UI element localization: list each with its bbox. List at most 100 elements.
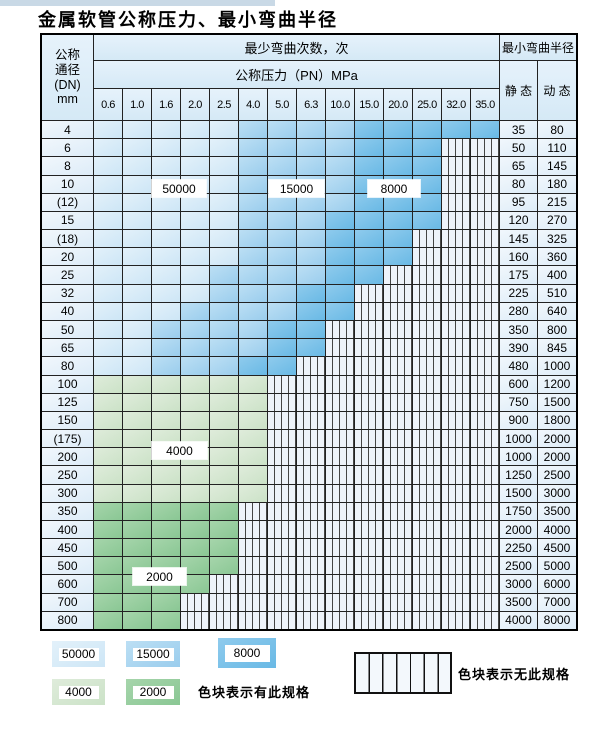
no-spec-cell: [268, 484, 297, 502]
no-spec-cell: [355, 357, 384, 375]
spec-cell: [94, 502, 123, 520]
no-spec-cell: [326, 557, 355, 575]
static-radius-cell: 175: [500, 266, 538, 284]
dn-cell: (175): [42, 430, 94, 448]
spec-cell: [123, 466, 152, 484]
no-spec-cell: [413, 284, 442, 302]
no-spec-cell: [239, 575, 268, 593]
dynamic-radius-cell: 1000: [538, 357, 576, 375]
static-radius-cell: 95: [500, 193, 538, 211]
no-spec-cell: [239, 520, 268, 539]
dynamic-radius-cell: 2000: [538, 448, 576, 466]
no-spec-cell: [326, 357, 355, 375]
spec-cell: [239, 375, 268, 393]
no-spec-cell: [297, 393, 326, 411]
spec-cell: [384, 230, 413, 248]
spec-cell: [297, 193, 326, 211]
static-radius-cell: 80: [500, 175, 538, 193]
no-spec-cell: [471, 175, 500, 193]
spec-cell: [94, 139, 123, 157]
spec-cell: [152, 520, 181, 539]
pressure-header-1.6: 1.6: [152, 89, 181, 120]
static-radius-cell: 2250: [500, 539, 538, 557]
no-spec-cell: [442, 593, 471, 611]
spec-cell: [152, 357, 181, 375]
no-spec-cell: [471, 339, 500, 357]
pressure-header-6.3: 6.3: [297, 89, 326, 120]
spec-cell: [442, 121, 471, 139]
table-row-dn-80: 80 480 1000: [42, 356, 576, 375]
no-spec-cell: [355, 430, 384, 448]
no-spec-cell: [355, 611, 384, 629]
no-spec-cell: [471, 430, 500, 448]
spec-cell: [355, 266, 384, 284]
dynamic-radius-cell: 215: [538, 193, 576, 211]
spec-cell: [210, 211, 239, 230]
no-spec-cell: [413, 502, 442, 520]
no-spec-cell: [471, 266, 500, 284]
spec-cell: [268, 284, 297, 302]
no-spec-cell: [384, 430, 413, 448]
no-spec-cell: [326, 430, 355, 448]
cycle-label-50000: 50000: [152, 180, 206, 197]
spec-cell: [326, 248, 355, 266]
pressure-header-20.0: 20.0: [384, 89, 413, 120]
no-spec-cell: [326, 411, 355, 430]
no-spec-cell: [326, 611, 355, 629]
no-spec-cell: [442, 411, 471, 430]
spec-cell: [123, 448, 152, 466]
no-spec-cell: [297, 375, 326, 393]
no-spec-cell: [413, 430, 442, 448]
no-spec-cell: [384, 284, 413, 302]
spec-cell: [152, 193, 181, 211]
spec-cell: [297, 230, 326, 248]
no-spec-cell: [413, 230, 442, 248]
no-spec-cell: [210, 575, 239, 593]
spec-cell: [94, 157, 123, 175]
spec-cell: [210, 230, 239, 248]
spec-cell: [210, 121, 239, 139]
dynamic-radius-cell: 2500: [538, 466, 576, 484]
legend-no-spec-text: 色块表示无此规格: [458, 667, 571, 682]
dynamic-radius-cell: 360: [538, 248, 576, 266]
no-spec-cell: [355, 320, 384, 339]
scan-edge-strip: [0, 0, 275, 6]
table-row-dn-200: 200 1000 2000: [42, 447, 576, 466]
spec-cell: [326, 266, 355, 284]
spec-cell: [268, 302, 297, 320]
dn-cell: 6: [42, 139, 94, 157]
spec-cell: [123, 320, 152, 339]
spec-cell: [326, 193, 355, 211]
spec-cell: [181, 502, 210, 520]
no-spec-cell: [355, 393, 384, 411]
spec-cell: [152, 266, 181, 284]
no-spec-cell: [471, 411, 500, 430]
spec-cell: [94, 466, 123, 484]
no-spec-cell: [471, 448, 500, 466]
spec-cell: [181, 284, 210, 302]
spec-cell: [239, 339, 268, 357]
spec-cell: [181, 139, 210, 157]
no-spec-cell: [268, 502, 297, 520]
no-spec-cell: [413, 320, 442, 339]
static-radius-cell: 160: [500, 248, 538, 266]
pressure-values-row: 0.6 1.0 1.6 2.0 2.5 4.0 5.0 6.3 10.0 15.0 20.0 25.0…: [94, 89, 500, 120]
spec-cell: [94, 448, 123, 466]
no-spec-cell: [471, 157, 500, 175]
static-radius-cell: 280: [500, 302, 538, 320]
table-row-dn-15: 15 120 270: [42, 210, 576, 230]
dynamic-radius-cell: 3500: [538, 502, 576, 520]
spec-cell: [268, 357, 297, 375]
no-spec-cell: [471, 248, 500, 266]
static-radius-cell: 1250: [500, 466, 538, 484]
no-spec-cell: [326, 466, 355, 484]
spec-cell: [268, 339, 297, 357]
spec-cell: [181, 339, 210, 357]
no-spec-cell: [413, 611, 442, 629]
no-spec-cell: [355, 593, 384, 611]
spec-cell: [239, 430, 268, 448]
no-spec-cell: [384, 593, 413, 611]
spec-cell: [297, 157, 326, 175]
no-spec-cell: [413, 339, 442, 357]
